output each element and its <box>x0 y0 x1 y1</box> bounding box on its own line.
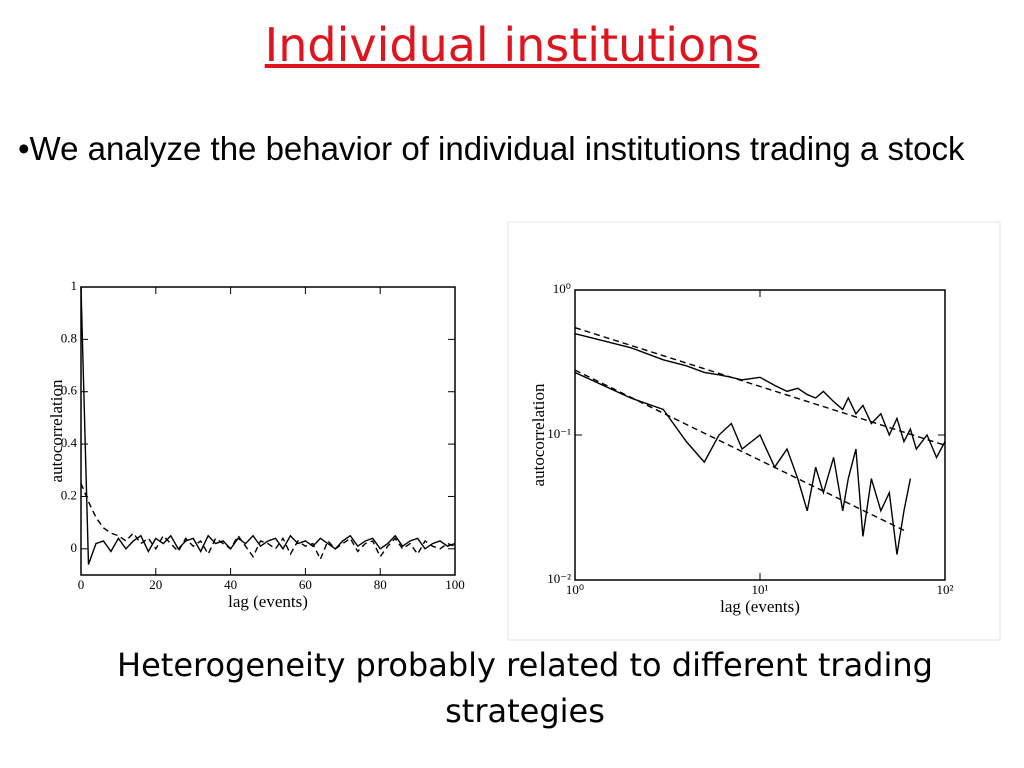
y-tick-label: 10⁻² <box>547 571 571 586</box>
data-line <box>574 371 912 555</box>
x-tick-label: 60 <box>299 577 312 592</box>
y-tick-label: 0.8 <box>61 330 77 345</box>
x-tick-label: 80 <box>374 577 387 592</box>
y-tick-label: 0.4 <box>61 435 78 450</box>
data-line <box>574 332 946 460</box>
bullet-text: •We analyze the behavior of individual i… <box>18 130 965 167</box>
slide-title: Individual institutions <box>264 18 760 72</box>
data-line <box>574 369 905 531</box>
data-line <box>80 286 456 565</box>
data-line <box>574 326 946 446</box>
x-tick-label: 100 <box>445 577 465 592</box>
y-tick-label: 10⁰ <box>553 281 571 296</box>
y-axis-label: autocorrelation <box>47 379 66 482</box>
x-tick-label: 10² <box>937 582 954 597</box>
y-tick-label: 1 <box>71 278 78 293</box>
x-tick-label: 10⁰ <box>566 582 584 597</box>
x-axis-label: lag (events) <box>228 592 308 611</box>
x-axis-label: lag (events) <box>720 597 800 616</box>
plot-frame <box>80 286 456 576</box>
y-tick-label: 0 <box>71 540 78 555</box>
x-tick-label: 40 <box>224 577 237 592</box>
data-line <box>80 483 456 562</box>
y-tick-label: 0.2 <box>61 487 77 502</box>
chart-panel <box>507 221 1001 641</box>
y-tick-label: 10⁻¹ <box>547 426 571 441</box>
x-tick-label: 10¹ <box>752 582 769 597</box>
y-tick-label: 0.6 <box>61 383 78 398</box>
y-axis-label: autocorrelation <box>529 383 548 486</box>
x-tick-label: 0 <box>78 577 85 592</box>
x-tick-label: 20 <box>149 577 162 592</box>
caption: Heterogeneity probably related to differ… <box>117 646 933 730</box>
